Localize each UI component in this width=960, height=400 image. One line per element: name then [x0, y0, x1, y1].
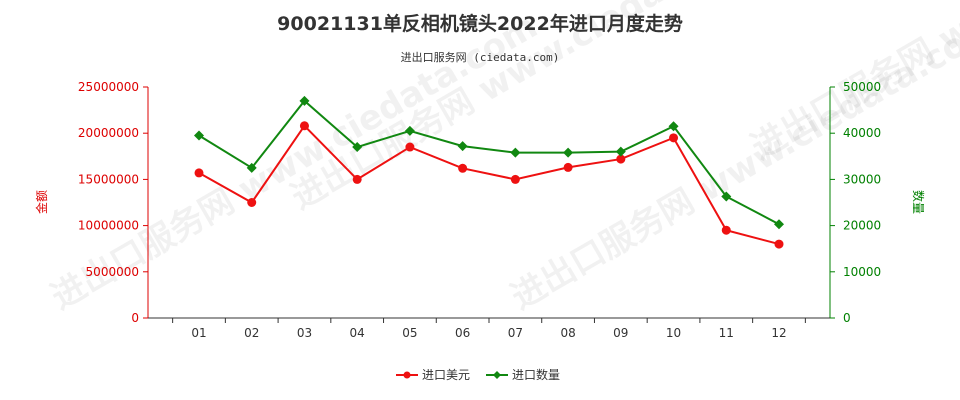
data-point-series-0 [299, 121, 309, 131]
data-point-series-1 [721, 191, 732, 202]
x-tick-label: 01 [191, 326, 206, 340]
y-left-tick-label: 0 [131, 311, 139, 325]
y-left-tick-label: 10000000 [78, 219, 139, 233]
x-tick-label: 03 [297, 326, 312, 340]
y-left-tick-label: 25000000 [78, 80, 139, 94]
y-right-tick-label: 30000 [843, 172, 881, 186]
data-point-series-0 [669, 133, 679, 143]
y-right-axis-label: 数量 [911, 190, 926, 214]
axes: 0 5000000 10000000 15000000 20000000 25000000… [34, 80, 926, 340]
y-left-axis-label: 金额 [34, 190, 49, 214]
legend-label-1: 进口数量 [512, 367, 560, 382]
legend: 进口美元 进口数量 [396, 367, 560, 382]
data-point-series-0 [616, 154, 626, 164]
x-tick-label: 02 [244, 326, 259, 340]
legend-marker-0 [403, 371, 411, 379]
x-tick-label: 05 [402, 326, 417, 340]
x-tick-label: 12 [771, 326, 786, 340]
x-tick-label: 09 [613, 326, 628, 340]
y-left-tick-label: 20000000 [78, 126, 139, 140]
y-right-tick-label: 0 [843, 311, 851, 325]
y-right-tick-label: 50000 [843, 80, 881, 94]
x-tick-label: 08 [560, 326, 575, 340]
chart-title: 90021131单反相机镜头2022年进口月度走势 [277, 12, 683, 35]
legend-marker-1 [493, 371, 501, 379]
x-tick-label: 10 [666, 326, 681, 340]
series-line-0 [198, 124, 780, 246]
data-point-series-0 [721, 225, 731, 235]
data-point-series-1 [246, 162, 257, 173]
data-point-series-0 [194, 168, 204, 178]
data-point-series-1 [299, 95, 310, 106]
data-point-series-0 [458, 163, 468, 173]
y-right-tick-label: 20000 [843, 219, 881, 233]
data-point-series-1 [615, 146, 626, 157]
data-point-series-1 [668, 121, 679, 132]
data-point-series-1 [510, 147, 521, 158]
data-point-series-1 [563, 147, 574, 158]
data-point-series-1 [404, 125, 415, 136]
data-point-series-1 [774, 219, 784, 230]
plot-area [194, 95, 784, 249]
x-tick-label: 11 [719, 326, 734, 340]
data-point-series-0 [510, 174, 520, 184]
y-left-tick-label: 5000000 [86, 265, 139, 279]
x-tick-label: 06 [455, 326, 470, 340]
data-point-series-0 [352, 174, 362, 184]
y-right-tick-label: 10000 [843, 265, 881, 279]
data-point-series-1 [352, 142, 363, 153]
y-right-tick-label: 40000 [843, 126, 881, 140]
data-point-series-0 [774, 239, 784, 249]
data-point-series-0 [405, 142, 415, 152]
x-tick-label: 07 [508, 326, 523, 340]
data-point-series-0 [247, 198, 257, 207]
y-left-tick-label: 15000000 [78, 172, 139, 186]
x-tick-label: 04 [350, 326, 365, 340]
chart-subtitle: 进出口服务网 (ciedata.com) [401, 50, 560, 64]
data-point-series-1 [194, 130, 204, 141]
data-point-series-0 [563, 162, 573, 172]
series-line-1 [198, 99, 780, 226]
data-point-series-1 [457, 141, 468, 152]
legend-label-0: 进口美元 [422, 368, 470, 382]
